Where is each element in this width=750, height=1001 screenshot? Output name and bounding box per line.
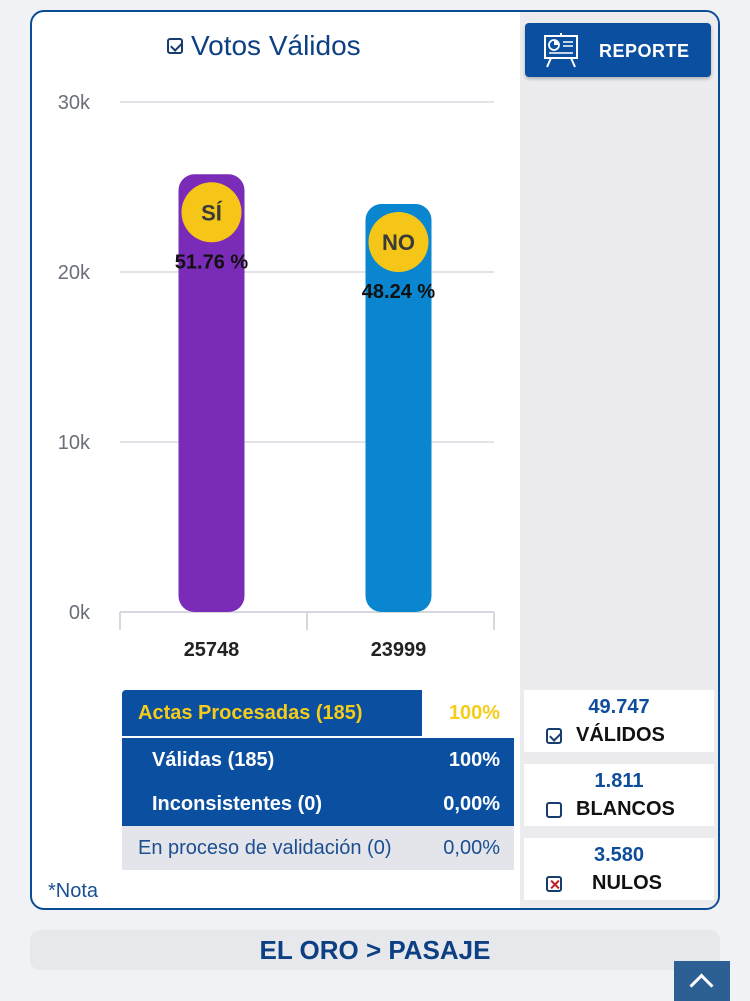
report-button-label: REPORTE (599, 41, 690, 61)
actas-inconsistent-label: Inconsistentes (0) (152, 793, 323, 815)
percent-label-1: 48.24 % (362, 281, 436, 303)
checkbox-empty-icon[interactable] (546, 802, 562, 818)
total-valid-toggle[interactable]: 49.747 VÁLIDOS (524, 690, 714, 752)
value-label-1: 23999 (371, 639, 427, 661)
actas-valid-row: Válidas (185) 100% (122, 736, 514, 782)
actas-inconsistent-row: Inconsistentes (0) 0,00% (122, 782, 514, 826)
total-valid-label: VÁLIDOS (576, 724, 665, 746)
report-button[interactable]: REPORTE (525, 23, 711, 77)
breadcrumb: EL ORO > PASAJE (30, 930, 720, 970)
y-tick-label: 20k (58, 262, 91, 284)
actas-inconsistent-pct: 0,00% (443, 793, 500, 815)
total-blank-label: BLANCOS (576, 798, 675, 820)
actas-header-row: Actas Procesadas (185) 100% (122, 690, 514, 736)
checkbox-x-icon[interactable] (546, 876, 562, 892)
y-tick-label: 0k (69, 602, 91, 624)
badge-1 (368, 212, 429, 273)
valid-votes-checkbox-icon[interactable] (167, 38, 183, 54)
percent-label-0: 51.76 % (175, 251, 249, 273)
actas-pending-label: En proceso de validación (0) (138, 837, 392, 859)
chart-title[interactable]: Votos Válidos (167, 28, 361, 64)
badge-0 (181, 182, 242, 243)
y-tick-label: 10k (58, 432, 91, 454)
presentation-chart-icon (544, 33, 578, 68)
bar-1 (365, 204, 432, 612)
total-null-value: 3.580 (593, 844, 645, 866)
value-label-0: 25748 (184, 639, 240, 661)
total-null-toggle[interactable]: 3.580 NULOS (524, 838, 714, 900)
scroll-to-top-button[interactable] (674, 961, 730, 1001)
actas-header-label: Actas Procesadas (185) (138, 702, 363, 724)
bar-0 (178, 174, 245, 612)
actas-header-pct: 100% (448, 702, 500, 724)
results-card: Votos Válidos REPORTE 0k 10k 20k 30k SÍ 51.76… (30, 10, 720, 910)
chevron-up-icon (689, 973, 714, 998)
badge-label-0: SÍ (201, 200, 223, 225)
actas-table: Actas Procesadas (185) 100% Válidas (185… (122, 690, 514, 870)
total-blank-value: 1.811 (594, 770, 644, 792)
actas-valid-label: Válidas (185) (152, 749, 275, 771)
actas-pending-row: En proceso de validación (0) 0,00% (122, 826, 514, 870)
note-link[interactable]: *Nota (48, 880, 99, 902)
actas-header-bar (122, 690, 422, 736)
total-valid-value: 49.747 (588, 696, 650, 718)
actas-pending-pct: 0,00% (443, 837, 500, 859)
badge-label-1: NO (382, 230, 415, 255)
y-tick-label: 30k (58, 92, 91, 114)
chart-title-text: Votos Válidos (191, 30, 361, 61)
total-blank-toggle[interactable]: 1.811 BLANCOS (524, 764, 714, 826)
total-null-label: NULOS (592, 872, 662, 894)
checkbox-checked-icon[interactable] (546, 728, 562, 744)
actas-valid-pct: 100% (448, 749, 500, 771)
votes-bar-chart: 0k 10k 20k 30k SÍ 51.76 % 25748 NO 48.24 % 23999 (58, 92, 495, 661)
side-panel (520, 12, 718, 908)
